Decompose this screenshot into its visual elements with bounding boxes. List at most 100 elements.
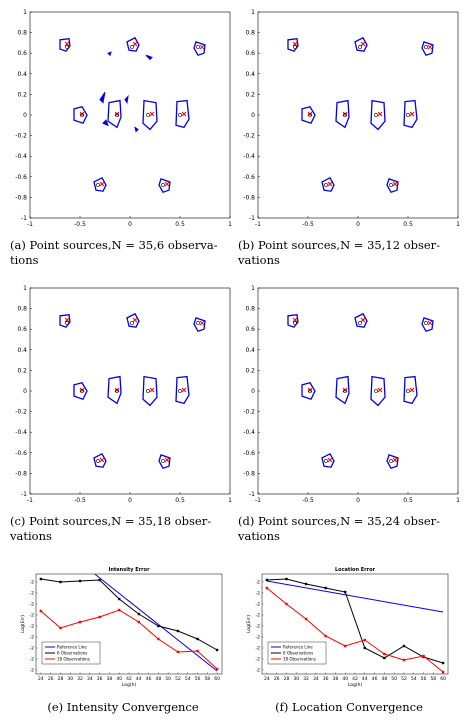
caption-c: (c) Point sources,N = 35,18 obser- vatio…	[10, 514, 240, 544]
data-point	[157, 624, 160, 628]
y-tick-label: 0.4	[245, 347, 255, 354]
x-tick-label: 38	[333, 676, 339, 682]
source-contour	[403, 375, 418, 405]
x-tick-label: -0.5	[302, 497, 314, 504]
y-tick-label: 0.6	[245, 50, 255, 57]
y-tick-label: -0.4	[15, 153, 27, 160]
data-point	[98, 578, 101, 582]
legend-box	[267, 641, 327, 665]
scatter-plot-a: -1 -0.5 0 0.5 1 1 0.8 0.6 0.4 0.2 0 -0.2 -0.4 -0.6 -0.…	[15, 9, 232, 228]
series-line	[266, 587, 444, 673]
y-tick-label: 0	[23, 112, 27, 119]
chart-title: Location Error	[335, 567, 376, 573]
estimate-marker	[146, 389, 150, 393]
y-tick-label: 1	[251, 285, 255, 292]
estimate-marker	[389, 183, 393, 187]
data-point	[324, 634, 327, 638]
data-point	[176, 629, 180, 633]
x-tick-label: 38	[107, 676, 113, 682]
panel-d: -1 -0.5 0 0.5 1 1 0.8 0.6 0.4 0.2 0 -0.2 -0.4 -0.6 -0.…	[236, 282, 466, 507]
artifact-fragment	[124, 94, 129, 105]
true-source-marker	[360, 41, 366, 47]
caption-b-line1: (b) Point sources,N = 35,12 obser-	[238, 238, 441, 252]
x-tick-label: 54	[185, 676, 191, 682]
data-point	[176, 650, 180, 654]
y-tick-label: 1	[23, 285, 27, 292]
true-source-marker	[377, 387, 383, 393]
y-tick-label: 0.6	[17, 50, 27, 57]
x-tick-label: 28	[58, 676, 64, 682]
estimate-marker	[196, 321, 200, 325]
source-contour	[386, 178, 399, 194]
source-contour	[142, 99, 158, 131]
source-contour	[321, 176, 335, 192]
data-point	[285, 577, 288, 581]
estimate-marker	[130, 321, 134, 325]
source-contour	[73, 106, 88, 125]
y-tick-label: -2	[30, 624, 35, 630]
y-tick-label: 0.8	[245, 306, 255, 313]
x-tick-label: 36	[323, 676, 329, 682]
y-tick-label: 0.2	[245, 367, 255, 374]
data-point	[118, 608, 121, 612]
source-contour	[142, 375, 158, 407]
x-tick-label: 58	[204, 676, 210, 682]
scatter-plot-d: -1 -0.5 0 0.5 1 1 0.8 0.6 0.4 0.2 0 -0.2 -0.4 -0.6 -0.…	[243, 285, 460, 504]
y-tick-label: -2	[256, 635, 261, 641]
x-tick-label: 24	[38, 676, 44, 682]
scatter-plot-b: -1 -0.5 0 0.5 1 1 0.8 0.6 0.4 0.2 0 -0.2 -0.4 -0.6 -0.…	[243, 9, 460, 228]
estimate-marker	[80, 113, 84, 117]
data-point	[196, 649, 199, 653]
y-tick-label: 0.8	[245, 30, 255, 37]
estimate-marker	[308, 113, 312, 117]
y-tick-label: -0.4	[243, 429, 255, 436]
data-point	[59, 580, 62, 584]
artifact-fragment	[145, 54, 153, 61]
source-contour	[175, 375, 190, 405]
x-tick-label: 28	[284, 676, 290, 682]
data-point	[285, 602, 288, 606]
series-line	[40, 609, 218, 670]
data-point	[402, 658, 406, 662]
true-source-marker	[392, 457, 398, 463]
legend-label: 6 Observations	[57, 651, 87, 656]
estimate-marker	[161, 183, 165, 187]
estimate-marker	[324, 459, 328, 463]
x-tick-label: 46	[146, 676, 152, 682]
x-tick-label: -1	[255, 221, 261, 228]
data-point	[118, 597, 121, 601]
panel-a: -1 -0.5 0 0.5 1 1 0.8 0.6 0.4 0.2 0 -0.2 -0.4 -0.6 -0.…	[8, 6, 238, 231]
x-tick-label: 56	[195, 676, 201, 682]
estimate-marker	[406, 113, 410, 117]
source-contour	[93, 452, 107, 468]
source-contour	[421, 41, 434, 57]
x-tick-label: 30	[293, 676, 299, 682]
estimate-marker	[65, 321, 69, 325]
x-tick-label: 42	[352, 676, 358, 682]
y-tick-label: 1	[23, 9, 27, 16]
x-tick-label: 50	[165, 676, 171, 682]
y-tick-label: 0.4	[17, 71, 27, 78]
y-tick-label: -0.8	[243, 470, 255, 477]
data-point	[383, 656, 386, 660]
x-tick-label: 1	[456, 497, 460, 504]
source-contour	[107, 99, 122, 129]
legend-label: 18 Observations	[57, 657, 90, 662]
estimate-marker	[324, 183, 328, 187]
panel-c: -1 -0.5 0 0.5 1 1 0.8 0.6 0.4 0.2 0 -0.2 -0.4 -0.6 -0.…	[8, 282, 238, 507]
y-tick-label: -2	[30, 591, 35, 597]
x-tick-label: -1	[27, 221, 33, 228]
true-source-marker	[292, 41, 298, 47]
x-tick-label: 50	[391, 676, 397, 682]
x-tick-label: 32	[77, 676, 83, 682]
caption-b-line2: vations	[238, 253, 280, 267]
caption-f: (f) Location Convergence	[244, 700, 454, 715]
data-point	[137, 612, 140, 616]
x-tick-label: 34	[87, 676, 93, 682]
source-contour	[335, 99, 350, 129]
true-source-marker	[164, 457, 170, 463]
true-source-marker	[327, 457, 333, 463]
caption-b: (b) Point sources,N = 35,12 obser- vatio…	[238, 238, 470, 268]
true-source-marker	[392, 181, 398, 187]
estimate-marker	[115, 389, 119, 393]
